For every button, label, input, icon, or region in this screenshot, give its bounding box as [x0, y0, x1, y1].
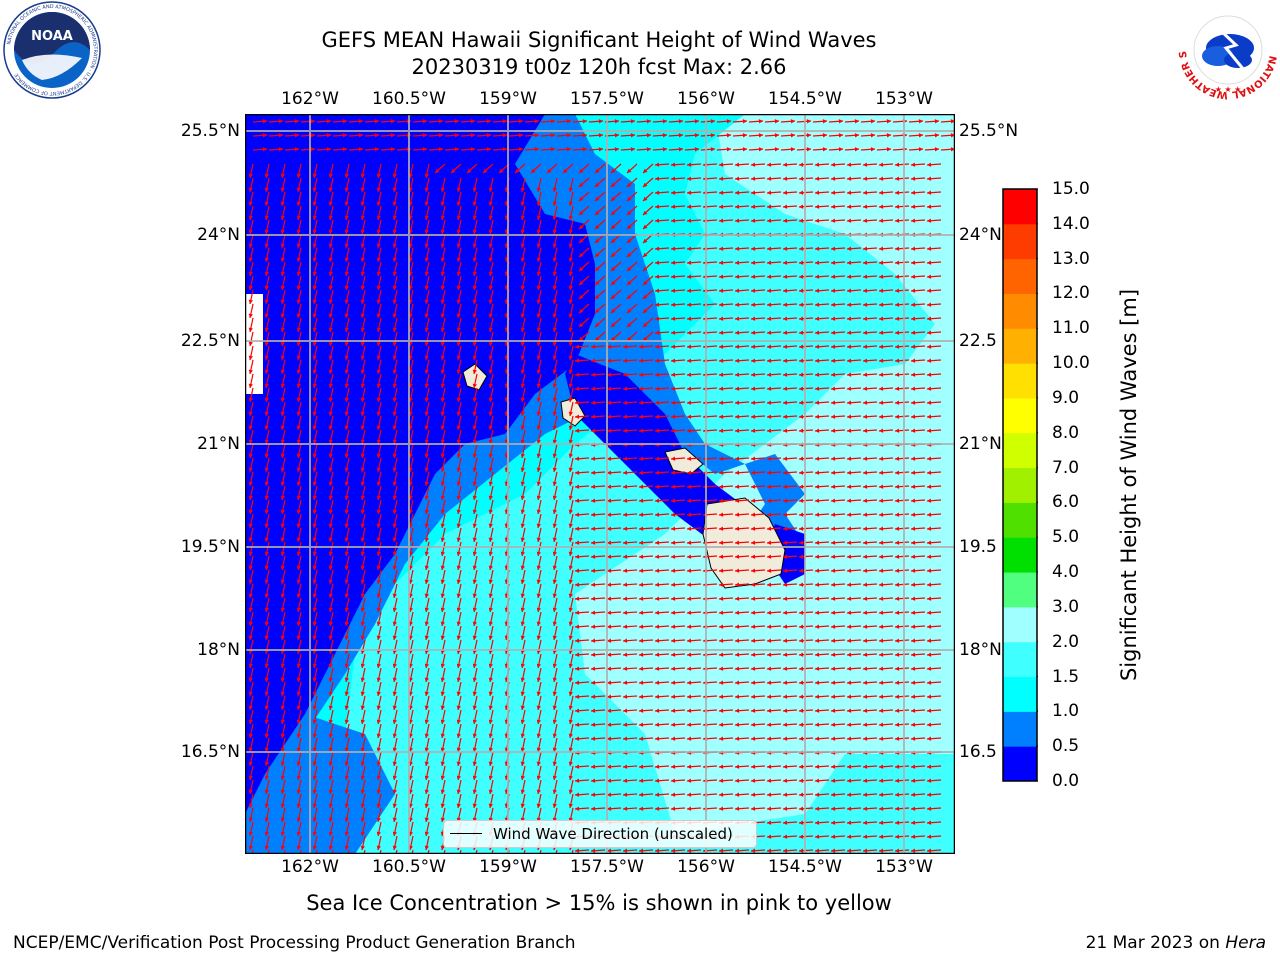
lon-label-bottom: 153°W: [875, 857, 933, 877]
lat-label-right: 25.5°N: [959, 121, 1018, 141]
lat-label-right: 19.5: [959, 537, 997, 557]
colorbar-segment: [1003, 468, 1037, 503]
colorbar-segment: [1003, 572, 1037, 607]
colorbar-tick-label: 7.0: [1052, 458, 1079, 478]
footer-date: 21 Mar 2023 on Hera: [1086, 933, 1266, 953]
colorbar-segment: [1003, 502, 1037, 537]
colorbar-tick-label: 6.0: [1052, 492, 1079, 512]
colorbar-segment: [1003, 328, 1037, 363]
colorbar-tick-label: 4.0: [1052, 562, 1079, 582]
lon-label-bottom: 154.5°W: [768, 857, 842, 877]
colorbar-tick-label: 14.0: [1052, 214, 1090, 234]
footer-date-text: 21 Mar 2023 on: [1086, 933, 1226, 953]
lon-label-top: 159°W: [479, 89, 537, 109]
nws-logo: NATIONAL WEATHER SERVICE ★ ★ ★: [1178, 0, 1278, 100]
svg-text:NOAA: NOAA: [31, 29, 73, 44]
lon-label-bottom: 157.5°W: [570, 857, 644, 877]
lat-label-right: 24°N: [959, 225, 1002, 245]
colorbar-tick-label: 0.0: [1052, 771, 1079, 791]
lat-label-right: 16.5: [959, 742, 997, 762]
lat-label-left: 21°N: [197, 434, 240, 454]
colorbar-segment: [1003, 224, 1037, 259]
colorbar-tick-label: 13.0: [1052, 249, 1090, 269]
svg-text:★ ★ ★: ★ ★ ★: [1215, 85, 1242, 94]
colorbar-segment: [1003, 259, 1037, 294]
lat-label-left: 24°N: [197, 225, 240, 245]
lat-label-right: 22.5: [959, 331, 997, 351]
colorbar-title: Significant Height of Wind Waves [m]: [1116, 275, 1142, 695]
lon-label-bottom: 156°W: [677, 857, 735, 877]
colorbar-segment: [1003, 711, 1037, 746]
colorbar-tick-label: 8.0: [1052, 423, 1079, 443]
colorbar-segment: [1003, 642, 1037, 677]
lat-label-left: 25.5°N: [181, 121, 240, 141]
lon-label-top: 162°W: [281, 89, 339, 109]
noaa-logo: NOAA NATIONAL OCEANIC AND ATMOSPHERIC AD…: [2, 0, 102, 100]
lat-label-left: 18°N: [197, 640, 240, 660]
lon-label-bottom: 162°W: [281, 857, 339, 877]
wave-height-map: [245, 114, 955, 854]
colorbar-segment: [1003, 677, 1037, 712]
map-subtitle: 20230319 t00z 120h fcst Max: 2.66: [249, 54, 949, 80]
lon-label-bottom: 160.5°W: [372, 857, 446, 877]
lon-label-top: 157.5°W: [570, 89, 644, 109]
colorbar-tick-label: 11.0: [1052, 318, 1090, 338]
lat-label-right: 21°N: [959, 434, 1002, 454]
lon-label-top: 160.5°W: [372, 89, 446, 109]
lat-label-right: 18°N: [959, 640, 1002, 660]
lon-label-top: 156°W: [677, 89, 735, 109]
colorbar-tick-label: 1.0: [1052, 701, 1079, 721]
colorbar-segment: [1003, 537, 1037, 572]
lon-label-top: 154.5°W: [768, 89, 842, 109]
colorbar-tick-label: 2.0: [1052, 632, 1079, 652]
map-legend: Wind Wave Direction (unscaled): [443, 820, 757, 848]
colorbar-segment: [1003, 189, 1037, 224]
footer-machine: Hera: [1225, 933, 1266, 953]
footer-credit: NCEP/EMC/Verification Post Processing Pr…: [13, 933, 576, 953]
colorbar-segment: [1003, 398, 1037, 433]
colorbar-tick-label: 9.0: [1052, 388, 1079, 408]
colorbar-segment: [1003, 433, 1037, 468]
sea-ice-caption: Sea Ice Concentration > 15% is shown in …: [249, 891, 949, 915]
colorbar-segment: [1003, 746, 1037, 781]
lat-label-left: 22.5°N: [181, 331, 240, 351]
colorbar-segment: [1003, 363, 1037, 398]
colorbar-tick-label: 1.5: [1052, 667, 1079, 687]
colorbar-tick-label: 3.0: [1052, 597, 1079, 617]
colorbar-tick-label: 12.0: [1052, 283, 1090, 303]
lat-label-left: 19.5°N: [181, 537, 240, 557]
colorbar-tick-label: 10.0: [1052, 353, 1090, 373]
legend-label: Wind Wave Direction (unscaled): [493, 821, 733, 847]
colorbar: [1002, 188, 1038, 782]
lat-label-left: 16.5°N: [181, 742, 240, 762]
lon-label-bottom: 159°W: [479, 857, 537, 877]
colorbar-tick-label: 15.0: [1052, 179, 1090, 199]
map-title: GEFS MEAN Hawaii Significant Height of W…: [249, 27, 949, 53]
colorbar-segment: [1003, 293, 1037, 328]
colorbar-tick-label: 5.0: [1052, 527, 1079, 547]
lon-label-top: 153°W: [875, 89, 933, 109]
legend-line-symbol: [450, 833, 482, 834]
colorbar-tick-label: 0.5: [1052, 736, 1079, 756]
colorbar-segment: [1003, 607, 1037, 642]
